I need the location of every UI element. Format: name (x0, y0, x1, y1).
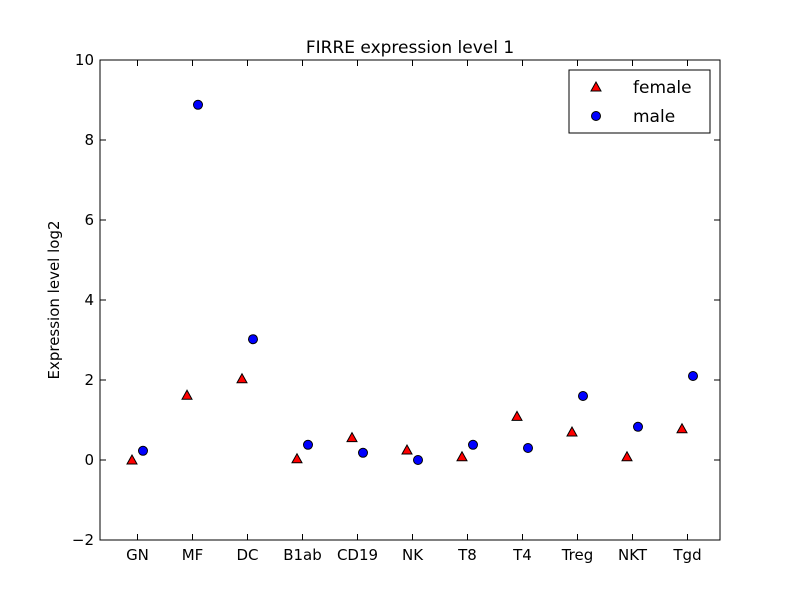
point-female (566, 425, 578, 437)
point-male (138, 445, 148, 456)
x-tick-label: CD19 (337, 546, 378, 564)
y-axis-label: Expression level log2 (45, 220, 63, 379)
y-tick-label: 4 (84, 291, 94, 309)
point-female (126, 453, 138, 465)
point-female (621, 450, 633, 462)
point-female (181, 389, 193, 400)
x-tick-label: Tgd (672, 546, 701, 564)
x-tick-label: NK (402, 546, 424, 564)
point-male (578, 391, 588, 401)
point-female (291, 452, 303, 464)
x-tick-label: B1ab (283, 546, 322, 564)
legend-label-female: female (633, 78, 692, 98)
point-female (401, 443, 413, 455)
point-female (236, 372, 248, 384)
point-male (303, 439, 313, 450)
y-tick-label: 6 (84, 211, 94, 229)
y-tick-label: 8 (84, 131, 94, 149)
legend-box (568, 69, 711, 134)
x-tick-label: MF (182, 546, 204, 564)
point-male (413, 455, 423, 465)
x-tick-label: Treg (561, 546, 594, 564)
point-female (511, 410, 523, 421)
legend-marker-female (590, 80, 602, 92)
point-female (456, 450, 468, 462)
point-male (358, 447, 368, 458)
y-tick-label: 10 (75, 51, 94, 69)
x-tick-label: GN (126, 546, 149, 564)
point-male (468, 439, 478, 450)
legend-label-male: male (633, 107, 675, 127)
x-tick-label: NKT (618, 546, 648, 564)
x-tick-label: DC (236, 546, 258, 564)
chart-title: FIRRE expression level 1 (306, 38, 514, 58)
point-male (193, 99, 203, 110)
x-tick-label: T4 (512, 546, 532, 564)
point-female (676, 422, 688, 434)
x-tick-label: T8 (457, 546, 477, 564)
legend-marker-male (591, 111, 601, 121)
point-male (688, 371, 698, 381)
y-tick-label: 2 (84, 371, 94, 389)
y-tick-label: 0 (84, 451, 94, 469)
point-male (633, 421, 643, 432)
point-male (248, 334, 258, 345)
point-male (523, 443, 533, 453)
point-female (346, 431, 358, 443)
y-tick-label: −2 (72, 531, 94, 549)
